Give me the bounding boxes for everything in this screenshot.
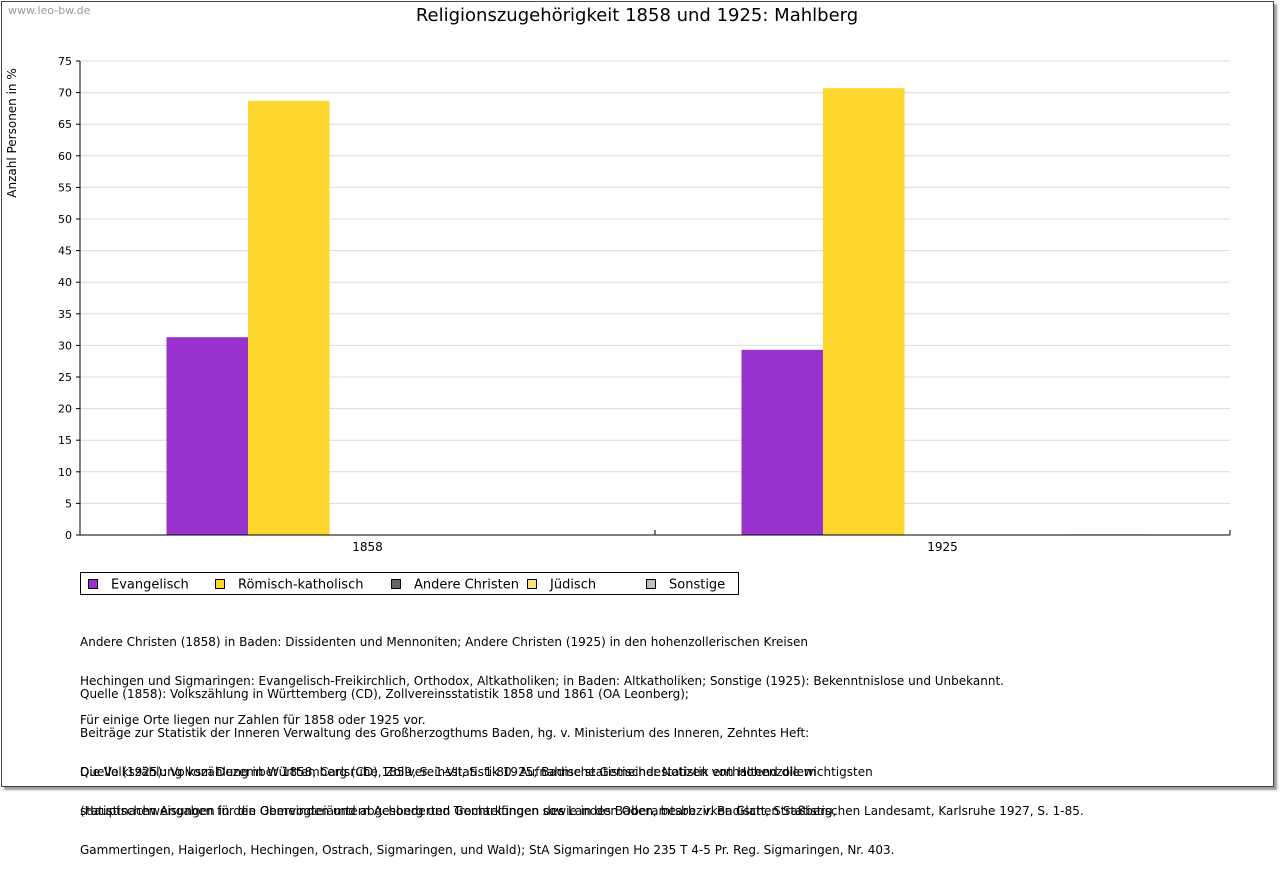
bar	[741, 349, 823, 535]
y-tick-label: 35	[58, 308, 72, 321]
bar	[823, 88, 905, 536]
y-tick-label: 25	[58, 371, 72, 384]
y-tick-label: 70	[58, 87, 72, 100]
bars	[166, 88, 1149, 536]
note-line: Andere Christen (1858) in Baden: Disside…	[80, 635, 808, 649]
bar	[248, 100, 330, 535]
y-axis-label: Anzahl Personen in %	[5, 68, 19, 198]
y-tick-label: 40	[58, 276, 72, 289]
y-tick-label: 55	[58, 181, 72, 194]
x-tick-labels: 1858 1925	[352, 540, 958, 554]
legend-label: Römisch-katholisch	[238, 578, 363, 593]
x-tick-label: 1925	[927, 540, 958, 554]
y-tick-label: 5	[65, 497, 72, 510]
note-line: Die Volkszählung vom Dezember 1858, Carl…	[80, 765, 817, 779]
legend-label: Jüdisch	[549, 578, 596, 593]
legend-swatch	[391, 579, 401, 589]
note-line: Für einige Orte liegen nur Zahlen für 18…	[80, 713, 426, 727]
legend: Evangelisch Römisch-katholisch Andere Chri…	[80, 572, 739, 595]
notes-quelle-1925: Quelle (1925): Volkszählung in Württembe…	[80, 740, 1084, 831]
x-tick-label: 1858	[352, 540, 383, 554]
notes-andere-christen: Andere Christen (1858) in Baden: Disside…	[80, 610, 1004, 740]
note-line: Quelle (1858): Volkszählung in Württembe…	[80, 687, 689, 701]
note-line: Gammertingen, Haigerloch, Hechingen, Ost…	[80, 843, 895, 857]
legend-label: Sonstige	[669, 578, 725, 593]
y-tick-label: 30	[58, 339, 72, 352]
note-line: Quelle (1925): Volkszählung in Württembe…	[80, 765, 873, 779]
legend-swatch	[215, 579, 225, 589]
y-tick-label: 45	[58, 245, 72, 258]
legend-box	[80, 572, 739, 595]
axes	[76, 60, 1231, 536]
chart-title: Religionszugehörigkeit 1858 und 1925: Ma…	[416, 5, 858, 26]
legend-label: Evangelisch	[111, 578, 189, 593]
y-tick-label: 0	[65, 529, 72, 542]
chart: Religionszugehörigkeit 1858 und 1925: Ma…	[5, 5, 1231, 595]
y-tick-labels: 0 5 10 15 20 25 30 35 40 45 50 55 60 65 70 75	[58, 55, 72, 542]
legend-swatch	[646, 579, 656, 589]
legend-swatch	[88, 579, 98, 589]
note-line: statistischen Angaben für die Gemeinden …	[80, 804, 1084, 818]
note-line: Beiträge zur Statistik der Inneren Verwa…	[80, 726, 810, 740]
y-tick-label: 65	[58, 118, 72, 131]
bar	[166, 337, 248, 535]
y-tick-label: 60	[58, 150, 72, 163]
y-tick-label: 20	[58, 403, 72, 416]
watermark: www.leo-bw.de	[8, 4, 91, 17]
y-tick-label: 50	[58, 213, 72, 226]
y-tick-label: 15	[58, 434, 72, 447]
legend-label: Andere Christen	[414, 578, 519, 593]
y-tick-label: 10	[58, 466, 72, 479]
note-line: Hechingen und Sigmaringen: Evangelisch-F…	[80, 674, 1004, 688]
y-tick-label: 75	[58, 55, 72, 68]
legend-swatch	[527, 579, 537, 589]
